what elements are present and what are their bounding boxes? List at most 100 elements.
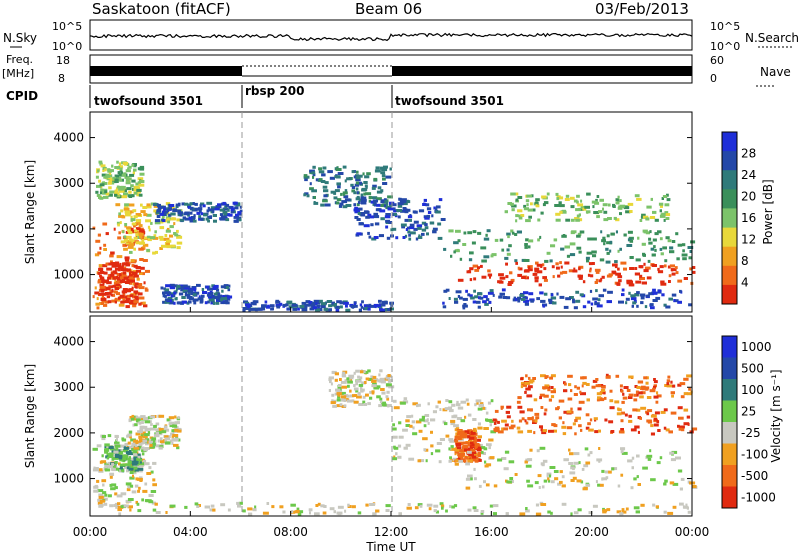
velocity-cell	[430, 418, 435, 421]
power-cell	[123, 248, 128, 251]
power-cell	[462, 243, 466, 246]
velocity-cell	[678, 470, 682, 473]
power-cell	[200, 204, 202, 207]
power-cell	[312, 176, 314, 179]
velocity-cell	[149, 494, 154, 497]
power-cell	[609, 250, 611, 253]
power-cell	[483, 295, 488, 298]
frequency-panel: Freq. [MHz] 18 8 60 0 Nave	[2, 53, 791, 86]
velocity-cell	[636, 386, 640, 389]
velocity-cell	[519, 420, 522, 423]
velocity-cell	[449, 400, 453, 403]
power-cell	[361, 199, 367, 202]
power-cell	[357, 175, 363, 178]
velocity-cell	[656, 401, 659, 404]
power-y-axis-label: Slant Range [km]	[23, 160, 37, 264]
velocity-cell	[625, 414, 628, 417]
velocity-cell	[386, 509, 390, 512]
velocity-cell	[656, 391, 658, 394]
velocity-cell	[290, 504, 296, 507]
velocity-cell	[141, 421, 144, 424]
power-cell	[614, 260, 618, 263]
velocity-cell	[332, 371, 334, 374]
velocity-cell	[585, 462, 590, 465]
power-cell	[398, 198, 400, 201]
velocity-cell	[455, 459, 458, 462]
velocity-cell	[538, 474, 542, 477]
velocity-cell	[347, 385, 350, 388]
velocity-cell	[131, 418, 135, 421]
velocity-cell	[184, 506, 187, 509]
power-cell	[654, 249, 656, 252]
power-cell	[353, 203, 356, 206]
power-cell	[108, 300, 112, 303]
power-cell	[502, 288, 506, 291]
velocity-cell	[120, 464, 126, 467]
power-cell	[138, 292, 143, 295]
power-cell	[354, 216, 358, 219]
power-cell	[639, 275, 642, 278]
velocity-cell	[99, 496, 104, 499]
power-cell	[173, 222, 175, 225]
velocity-cell	[108, 434, 112, 437]
power-cell	[652, 289, 656, 292]
velocity-cell	[597, 392, 602, 395]
velocity-cell	[569, 452, 574, 455]
power-cell	[297, 308, 300, 311]
power-cell	[378, 186, 382, 189]
velocity-cell	[342, 374, 346, 377]
power-cell	[629, 267, 634, 270]
velocity-cell	[528, 417, 533, 420]
velocity-cell	[172, 425, 176, 428]
power-cell	[454, 298, 458, 301]
power-cell	[304, 174, 308, 177]
velocity-cell	[666, 382, 669, 385]
power-cell	[364, 175, 369, 178]
velocity-cell	[323, 505, 326, 508]
power-cell	[668, 239, 672, 242]
velocity-cell	[314, 512, 320, 515]
velocity-cell	[341, 386, 347, 389]
power-cell	[504, 257, 508, 260]
power-cell	[469, 267, 473, 270]
velocity-cell	[568, 449, 571, 452]
power-cell	[111, 165, 113, 168]
velocity-cell	[104, 503, 108, 506]
velocity-cell	[497, 421, 500, 424]
power-cell	[220, 298, 223, 301]
power-cell	[333, 192, 336, 195]
velocity-cell	[156, 432, 160, 435]
power-cell	[184, 203, 188, 206]
velocity-cell	[497, 459, 502, 462]
velocity-cell	[609, 399, 613, 402]
velocity-cell	[430, 431, 433, 434]
velocity-cell	[692, 485, 697, 488]
power-cell	[469, 258, 472, 261]
power-cell	[631, 297, 637, 300]
power-cell	[201, 212, 203, 215]
velocity-cell	[539, 486, 541, 489]
velocity-cell	[150, 423, 153, 426]
velocity-cell	[349, 376, 353, 379]
power-cell	[114, 291, 118, 294]
power-cell	[190, 207, 194, 210]
velocity-cell	[353, 384, 356, 387]
velocity-cell	[632, 408, 637, 411]
velocity-cell	[582, 376, 587, 379]
velocity-cell	[99, 468, 103, 471]
power-cell	[382, 182, 387, 185]
power-cell	[145, 289, 149, 292]
power-cell	[385, 215, 391, 218]
velocity-cell	[364, 403, 368, 406]
power-cell	[470, 278, 472, 281]
power-cell	[485, 234, 487, 237]
power-cell	[598, 210, 602, 213]
velocity-cell	[379, 398, 382, 401]
power-cell	[559, 196, 563, 199]
power-cell	[543, 305, 546, 308]
power-cell	[311, 189, 317, 192]
velocity-cell	[511, 420, 513, 423]
power-cell	[591, 238, 597, 241]
power-cell	[128, 177, 132, 180]
power-cell	[369, 196, 372, 199]
